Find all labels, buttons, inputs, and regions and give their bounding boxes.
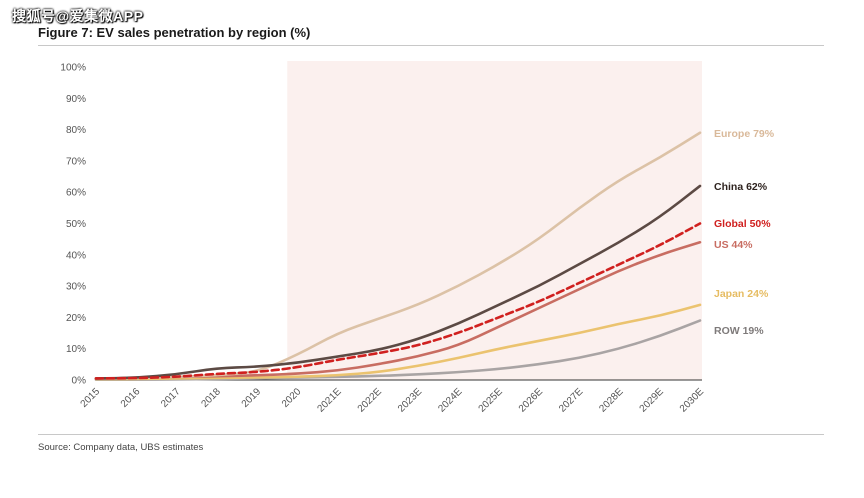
series-label-global: Global 50%	[714, 218, 771, 230]
series-label-row: ROW 19%	[714, 325, 764, 337]
x-tick-label: 2025E	[477, 386, 505, 414]
x-tick-label: 2019	[240, 386, 264, 410]
x-tick-label: 2024E	[436, 386, 464, 414]
y-axis-ticks: 0% 10% 20% 30% 40% 50% 60% 70% 80% 90% 100%	[60, 63, 86, 387]
series-line-china	[94, 184, 702, 380]
y-tick-label: 80%	[66, 125, 86, 136]
x-tick-label: 2029E	[638, 386, 666, 414]
series-line-japan	[94, 303, 702, 381]
x-tick-label: 2028E	[597, 386, 625, 414]
footer-divider	[38, 434, 824, 435]
x-tick-label: 2016	[119, 386, 143, 410]
series-labels: Europe 79% China 62% Global 50% US 44% Japan…	[714, 128, 775, 337]
y-tick-label: 30%	[66, 282, 86, 293]
series-label-us: US 44%	[714, 239, 753, 251]
x-tick-label: 2020	[280, 386, 304, 410]
x-axis-ticks: 2015 2016 2017 2018 2019 2020 2021E 2022E 2023E 2…	[79, 386, 707, 415]
series-label-china: China 62%	[714, 181, 768, 193]
y-tick-label: 20%	[66, 313, 86, 324]
watermark-text: 搜狐号@爱集微APP	[12, 8, 144, 24]
x-tick-label: 2015	[79, 386, 103, 410]
figure-title: Figure 7: EV sales penetration by region…	[38, 25, 311, 40]
y-tick-label: 40%	[66, 250, 86, 261]
x-tick-label: 2021E	[315, 386, 343, 414]
series-lines	[94, 131, 702, 381]
x-tick-label: 2027E	[557, 386, 585, 414]
series-label-japan: Japan 24%	[714, 288, 769, 300]
x-tick-label: 2023E	[396, 386, 424, 414]
forecast-shading	[287, 61, 702, 380]
x-tick-label: 2030E	[678, 386, 706, 414]
x-tick-label: 2026E	[517, 386, 545, 414]
y-tick-label: 60%	[66, 188, 86, 199]
y-tick-label: 100%	[60, 63, 86, 74]
title-divider	[38, 45, 824, 46]
x-tick-label: 2018	[199, 386, 223, 410]
y-tick-label: 10%	[66, 344, 86, 355]
x-tick-label: 2017	[159, 386, 183, 410]
y-tick-label: 70%	[66, 156, 86, 167]
series-line-global	[94, 222, 702, 380]
y-tick-label: 90%	[66, 94, 86, 105]
x-tick-label: 2022E	[356, 386, 384, 414]
y-tick-label: 50%	[66, 219, 86, 230]
y-tick-label: 0%	[72, 376, 87, 387]
series-label-europe: Europe 79%	[714, 128, 775, 140]
source-note: Source: Company data, UBS estimates	[38, 442, 204, 453]
